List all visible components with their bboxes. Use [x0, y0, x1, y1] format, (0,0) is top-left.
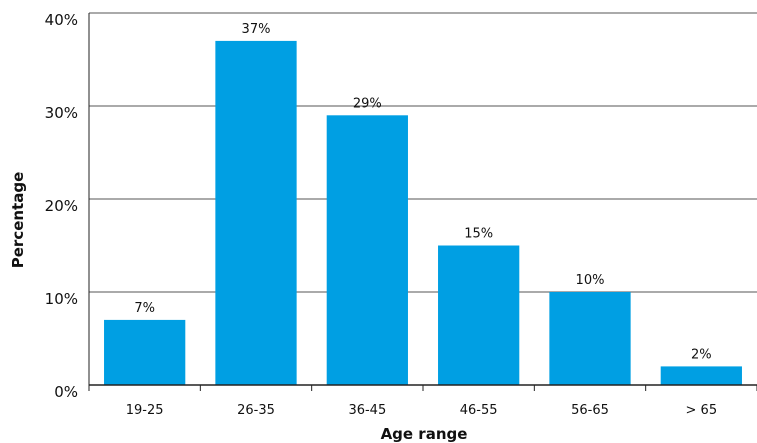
data-label: 7% [134, 301, 155, 316]
data-label: 29% [353, 96, 382, 111]
bar [104, 319, 186, 385]
x-axis [88, 13, 757, 391]
grid-lines [89, 12, 757, 293]
x-tick-label: 56-65 [571, 403, 609, 418]
data-label: 37% [242, 22, 271, 37]
x-tick-labels: 19-25 26-35 36-45 46-55 56-65 > 65 [126, 403, 717, 418]
bar [549, 292, 631, 385]
data-label: 10% [576, 273, 605, 288]
data-label: 2% [691, 347, 712, 362]
y-tick-label: 40% [45, 11, 78, 29]
x-tick-label: 36-45 [348, 403, 386, 418]
bar [438, 245, 520, 385]
y-tick-label: 30% [45, 104, 78, 122]
y-axis-title: Percentage [9, 172, 27, 269]
y-tick-label: 10% [45, 290, 78, 308]
x-tick-label: > 65 [686, 403, 718, 418]
bar [326, 115, 408, 386]
x-tick-label: 46-55 [460, 403, 498, 418]
data-label: 15% [464, 227, 493, 242]
x-tick-label: 26-35 [237, 403, 275, 418]
bars [104, 40, 742, 386]
y-tick-label: 20% [45, 197, 78, 215]
x-tick-label: 19-25 [126, 403, 164, 418]
bar [215, 40, 297, 386]
y-tick-labels: 0% 10% 20% 30% 40% [45, 11, 78, 401]
x-axis-title: Age range [381, 425, 468, 443]
y-tick-label: 0% [54, 383, 78, 401]
bar [660, 366, 742, 385]
data-labels: 7% 37% 29% 15% 10% 2% [134, 22, 712, 362]
